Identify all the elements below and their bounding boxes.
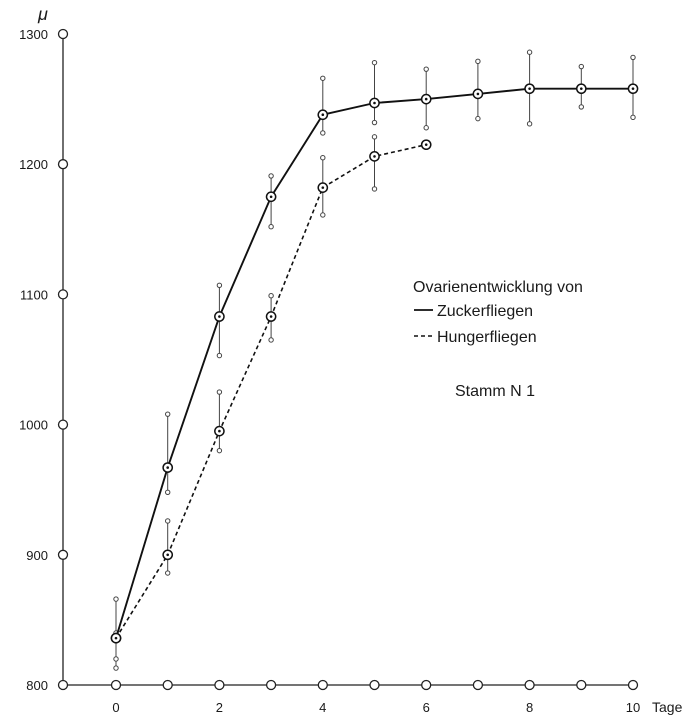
- error-cap-low: [371, 186, 378, 192]
- error-cap-high: [165, 518, 171, 524]
- y-tick-label: 900: [26, 548, 48, 563]
- y-tick-mark: [57, 419, 69, 430]
- y-tick-mark: [57, 679, 69, 691]
- error-cap-high: [475, 58, 481, 65]
- x-tick-mark: [214, 679, 225, 691]
- y-unit-label: μ: [37, 4, 48, 24]
- error-bars: [113, 49, 636, 671]
- legend-label-zuckerfliegen: Zuckerfliegen: [437, 303, 533, 320]
- error-cap-high: [268, 173, 274, 179]
- error-cap-low: [578, 104, 584, 110]
- error-cap-high: [630, 54, 636, 61]
- y-tick-mark: [57, 549, 69, 560]
- data-point-center: [373, 101, 376, 105]
- data-point-center: [218, 429, 221, 433]
- x-tick-label: 2: [216, 700, 223, 715]
- x-tick-mark: [421, 679, 432, 691]
- data-points: [110, 83, 639, 644]
- x-tick-label: 8: [526, 700, 533, 715]
- axis-ticks: 800 900 1000 1100 1200 1300 0 2 4 6 8 10: [19, 27, 640, 715]
- error-cap-low: [526, 121, 533, 127]
- data-point-center: [373, 155, 376, 158]
- y-tick-mark: [57, 289, 69, 300]
- error-cap-high: [216, 389, 223, 395]
- error-cap-low: [320, 130, 326, 136]
- y-tick-label: 1200: [19, 157, 48, 172]
- legend-label-hungerfliegen: Hungerfliegen: [437, 329, 537, 346]
- data-point-center: [476, 92, 480, 96]
- data-point-center: [269, 195, 273, 199]
- error-cap-high: [113, 596, 119, 602]
- x-tick-mark: [524, 679, 535, 691]
- data-point-center: [166, 466, 169, 469]
- error-cap-high: [578, 63, 584, 70]
- strain-annotation: Stamm N 1: [455, 383, 535, 400]
- y-tick-label: 800: [26, 678, 48, 693]
- data-point-center: [166, 553, 169, 557]
- error-cap-low: [423, 125, 429, 131]
- x-tick-mark: [576, 679, 587, 691]
- x-tick-mark: [317, 679, 328, 691]
- error-cap-high: [371, 59, 378, 66]
- y-tick-label: 1300: [19, 27, 48, 42]
- data-point-center: [218, 315, 221, 318]
- x-tick-label: 10: [626, 700, 640, 715]
- error-cap-low: [113, 665, 119, 671]
- error-cap-high: [216, 282, 223, 288]
- y-tick-mark: [57, 159, 69, 170]
- data-point-center: [424, 97, 428, 101]
- error-cap-low: [216, 352, 223, 359]
- data-point-center: [631, 87, 635, 90]
- data-point-center: [580, 87, 583, 90]
- x-tick-mark: [472, 679, 484, 691]
- data-point-center: [321, 186, 325, 189]
- data-point-center: [269, 315, 273, 318]
- error-cap-low: [475, 115, 481, 122]
- error-cap-high: [165, 411, 171, 417]
- error-cap-low: [113, 656, 119, 662]
- error-cap-low: [320, 212, 326, 218]
- x-tick-mark: [627, 679, 639, 691]
- error-cap-high: [268, 293, 274, 299]
- error-cap-low: [268, 337, 274, 343]
- x-tick-label: 4: [319, 700, 326, 715]
- axes: [62, 34, 635, 686]
- x-tick-mark: [162, 679, 173, 691]
- x-tick-mark: [110, 679, 122, 691]
- data-point-center: [528, 87, 531, 90]
- error-cap-low: [165, 570, 171, 576]
- x-tick-label: 0: [112, 700, 119, 715]
- x-tick-mark: [369, 679, 380, 691]
- error-cap-high: [371, 134, 378, 140]
- data-point-center: [424, 143, 428, 146]
- y-tick-label: 1100: [20, 287, 48, 302]
- y-tick-mark: [57, 28, 69, 40]
- data-point-center: [114, 636, 118, 640]
- data-point-center: [321, 113, 325, 117]
- error-cap-low: [630, 114, 636, 121]
- legend: Ovarienentwicklung von Zuckerfliegen Hun…: [413, 279, 583, 346]
- error-cap-high: [526, 49, 533, 55]
- error-cap-low: [216, 447, 223, 454]
- legend-heading: Ovarienentwicklung von: [413, 279, 583, 296]
- error-cap-low: [268, 223, 274, 230]
- error-cap-high: [320, 75, 326, 81]
- error-cap-low: [165, 489, 171, 496]
- x-tick-label: 6: [423, 700, 430, 715]
- error-cap-high: [423, 66, 429, 72]
- x-unit-label: Tage: [652, 699, 683, 715]
- error-cap-high: [320, 154, 326, 161]
- x-tick-mark: [265, 679, 277, 691]
- error-cap-low: [371, 119, 378, 126]
- y-tick-label: 1000: [19, 418, 48, 433]
